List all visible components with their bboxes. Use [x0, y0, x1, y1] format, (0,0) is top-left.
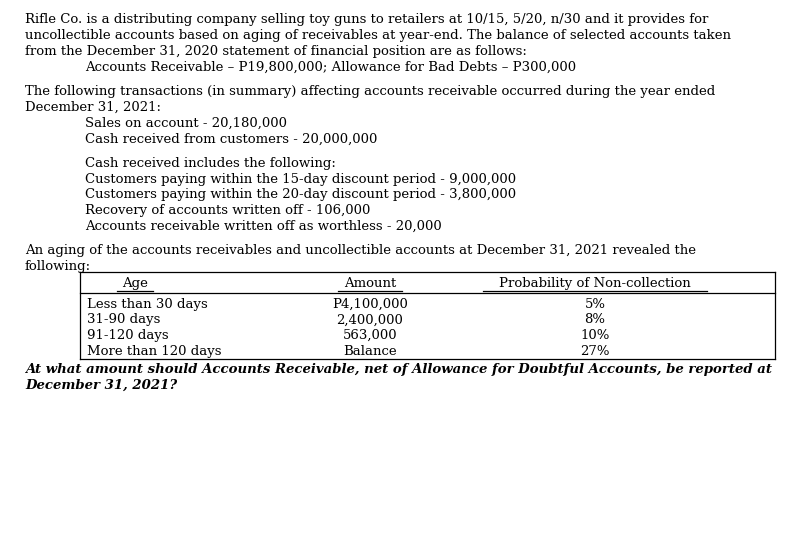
Text: An aging of the accounts receivables and uncollectible accounts at December 31, : An aging of the accounts receivables and…: [25, 244, 696, 258]
Text: Cash received from customers - 20,000,000: Cash received from customers - 20,000,00…: [85, 132, 378, 145]
Text: Balance: Balance: [343, 345, 397, 358]
Text: Cash received includes the following:: Cash received includes the following:: [85, 157, 336, 170]
Text: 5%: 5%: [585, 297, 606, 311]
Text: Sales on account - 20,180,000: Sales on account - 20,180,000: [85, 116, 287, 130]
Text: December 31, 2021:: December 31, 2021:: [25, 101, 161, 113]
Text: Amount: Amount: [344, 277, 396, 290]
Text: Less than 30 days: Less than 30 days: [87, 297, 208, 311]
Text: 563,000: 563,000: [342, 329, 398, 342]
Text: Age: Age: [122, 277, 148, 290]
Text: More than 120 days: More than 120 days: [87, 345, 222, 358]
Text: 8%: 8%: [585, 314, 606, 326]
Text: Accounts Receivable – P19,800,000; Allowance for Bad Debts – P300,000: Accounts Receivable – P19,800,000; Allow…: [85, 60, 576, 73]
Text: December 31, 2021?: December 31, 2021?: [25, 378, 177, 391]
Text: P4,100,000: P4,100,000: [332, 297, 408, 311]
Text: Rifle Co. is a distributing company selling toy guns to retailers at 10/15, 5/20: Rifle Co. is a distributing company sell…: [25, 13, 708, 26]
Text: The following transactions (in summary) affecting accounts receivable occurred d: The following transactions (in summary) …: [25, 85, 715, 98]
Text: Customers paying within the 15-day discount period - 9,000,000: Customers paying within the 15-day disco…: [85, 173, 516, 186]
Text: Recovery of accounts written off - 106,000: Recovery of accounts written off - 106,0…: [85, 204, 370, 217]
Text: 91-120 days: 91-120 days: [87, 329, 169, 342]
Text: 31-90 days: 31-90 days: [87, 314, 160, 326]
Text: At what amount should Accounts Receivable, net of Allowance for Doubtful Account: At what amount should Accounts Receivabl…: [25, 363, 772, 376]
Text: Accounts receivable written off as worthless - 20,000: Accounts receivable written off as worth…: [85, 220, 442, 233]
Text: 27%: 27%: [580, 345, 610, 358]
Text: following:: following:: [25, 260, 91, 273]
Text: from the December 31, 2020 statement of financial position are as follows:: from the December 31, 2020 statement of …: [25, 45, 527, 58]
Text: Probability of Non-collection: Probability of Non-collection: [499, 277, 691, 290]
Text: Customers paying within the 20-day discount period - 3,800,000: Customers paying within the 20-day disco…: [85, 188, 516, 201]
Text: 10%: 10%: [580, 329, 610, 342]
Text: 2,400,000: 2,400,000: [337, 314, 403, 326]
Text: uncollectible accounts based on aging of receivables at year-end. The balance of: uncollectible accounts based on aging of…: [25, 29, 731, 42]
